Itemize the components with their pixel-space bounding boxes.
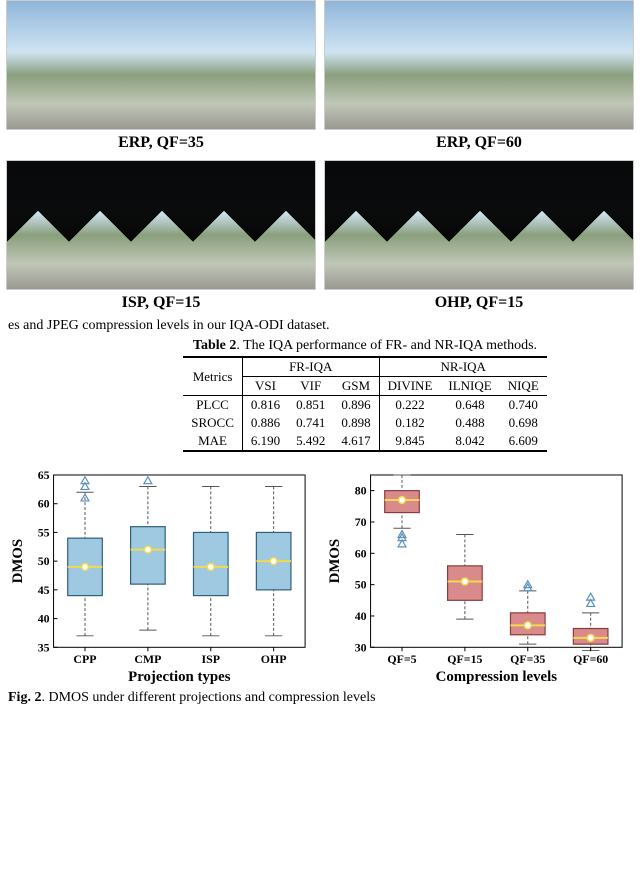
svg-text:70: 70 bbox=[355, 515, 367, 529]
td: 0.896 bbox=[333, 396, 379, 415]
top-image-row: ERP, QF=35 ERP, QF=60 bbox=[0, 0, 640, 152]
svg-text:CPP: CPP bbox=[73, 652, 96, 666]
svg-text:40: 40 bbox=[355, 609, 367, 623]
svg-text:30: 30 bbox=[355, 640, 367, 654]
svg-text:CMP: CMP bbox=[134, 652, 161, 666]
table2-title-rest: . The IQA performance of FR- and NR-IQA … bbox=[236, 338, 537, 353]
image-cell-erp60: ERP, QF=60 bbox=[324, 0, 634, 152]
svg-text:65: 65 bbox=[38, 468, 50, 482]
chart-projection: 35 40 45 50 55 60 65 DMOS Projection types CPP CMP… bbox=[8, 466, 315, 686]
svg-text:55: 55 bbox=[38, 525, 50, 539]
td-metric: PLCC bbox=[183, 396, 242, 415]
th-vif: VIF bbox=[288, 377, 333, 396]
svg-text:QF=5: QF=5 bbox=[387, 652, 416, 666]
td: 6.609 bbox=[500, 432, 547, 451]
td-metric: MAE bbox=[183, 432, 242, 451]
svg-text:Projection types: Projection types bbox=[128, 669, 231, 685]
sample-image-ohp15 bbox=[324, 160, 634, 290]
td: 6.190 bbox=[242, 432, 288, 451]
caption-isp15: ISP, QF=15 bbox=[122, 294, 201, 312]
th-gsm: GSM bbox=[333, 377, 379, 396]
svg-text:DMOS: DMOS bbox=[10, 539, 26, 584]
fig2-label: Fig. 2 bbox=[8, 690, 41, 705]
svg-text:40: 40 bbox=[38, 612, 50, 626]
td: 0.741 bbox=[288, 414, 333, 432]
svg-text:QF=35: QF=35 bbox=[510, 652, 545, 666]
td: 9.845 bbox=[379, 432, 440, 451]
table2-title-num: Table 2 bbox=[193, 338, 236, 353]
chart-compression: 30 40 50 60 70 80 DMOS Compression levels QF=5 QF… bbox=[325, 466, 632, 686]
table-row: MAE 6.190 5.492 4.617 9.845 8.042 6.609 bbox=[183, 432, 547, 451]
svg-text:ISP: ISP bbox=[202, 652, 220, 666]
td: 0.648 bbox=[440, 396, 499, 415]
svg-text:QF=60: QF=60 bbox=[573, 652, 608, 666]
boxplot-compression: 30 40 50 60 70 80 DMOS Compression levels QF=5 QF… bbox=[325, 466, 632, 686]
image-cell-isp15: ISP, QF=15 bbox=[6, 160, 316, 312]
td: 0.851 bbox=[288, 396, 333, 415]
caption-erp60: ERP, QF=60 bbox=[436, 134, 522, 152]
boxplot-projection: 35 40 45 50 55 60 65 DMOS Projection types CPP CMP… bbox=[8, 466, 315, 686]
fig2-text: . DMOS under different projections and c… bbox=[41, 690, 375, 705]
svg-text:45: 45 bbox=[38, 583, 50, 597]
td: 0.182 bbox=[379, 414, 440, 432]
td: 0.898 bbox=[333, 414, 379, 432]
table-row: PLCC 0.816 0.851 0.896 0.222 0.648 0.740 bbox=[183, 396, 547, 415]
page-root: ERP, QF=35 ERP, QF=60 ISP, QF=15 OHP, QF… bbox=[0, 0, 640, 706]
th-vsi: VSI bbox=[242, 377, 288, 396]
td: 0.488 bbox=[440, 414, 499, 432]
svg-text:50: 50 bbox=[355, 578, 367, 592]
fig1-caption-fragment: es and JPEG compression levels in our IQ… bbox=[8, 318, 632, 334]
image-cell-ohp15: OHP, QF=15 bbox=[324, 160, 634, 312]
caption-erp35: ERP, QF=35 bbox=[118, 134, 204, 152]
svg-text:50: 50 bbox=[38, 554, 50, 568]
charts-row: 35 40 45 50 55 60 65 DMOS Projection types CPP CMP… bbox=[0, 460, 640, 686]
image-cell-erp35: ERP, QF=35 bbox=[6, 0, 316, 152]
svg-text:OHP: OHP bbox=[261, 652, 287, 666]
table2-wrap: Table 2. The IQA performance of FR- and … bbox=[98, 338, 632, 452]
table-row: SROCC 0.886 0.741 0.898 0.182 0.488 0.69… bbox=[183, 414, 547, 432]
svg-text:Compression levels: Compression levels bbox=[436, 669, 558, 685]
td: 0.886 bbox=[242, 414, 288, 432]
td: 4.617 bbox=[333, 432, 379, 451]
td: 0.740 bbox=[500, 396, 547, 415]
table2-title: Table 2. The IQA performance of FR- and … bbox=[98, 338, 632, 354]
svg-text:35: 35 bbox=[38, 640, 50, 654]
th-metrics: Metrics bbox=[183, 357, 242, 396]
th-ilniqe: ILNIQE bbox=[440, 377, 499, 396]
table2: Metrics FR-IQA NR-IQA VSI VIF GSM DIVINE… bbox=[183, 356, 547, 452]
td: 0.222 bbox=[379, 396, 440, 415]
sample-image-erp35 bbox=[6, 0, 316, 130]
svg-text:DMOS: DMOS bbox=[327, 539, 343, 584]
bottom-image-row: ISP, QF=15 OHP, QF=15 bbox=[0, 160, 640, 312]
sample-image-erp60 bbox=[324, 0, 634, 130]
svg-text:60: 60 bbox=[355, 546, 367, 560]
th-friqa: FR-IQA bbox=[242, 357, 379, 377]
td: 5.492 bbox=[288, 432, 333, 451]
table-row: Metrics FR-IQA NR-IQA bbox=[183, 357, 547, 377]
caption-ohp15: OHP, QF=15 bbox=[435, 294, 524, 312]
th-divine: DIVINE bbox=[379, 377, 440, 396]
svg-text:80: 80 bbox=[355, 484, 367, 498]
td-metric: SROCC bbox=[183, 414, 242, 432]
fig2-caption: Fig. 2. DMOS under different projections… bbox=[0, 686, 640, 706]
td: 0.698 bbox=[500, 414, 547, 432]
th-niqe: NIQE bbox=[500, 377, 547, 396]
sample-image-isp15 bbox=[6, 160, 316, 290]
td: 0.816 bbox=[242, 396, 288, 415]
svg-text:60: 60 bbox=[38, 497, 50, 511]
td: 8.042 bbox=[440, 432, 499, 451]
svg-text:QF=15: QF=15 bbox=[447, 652, 482, 666]
th-nriqa: NR-IQA bbox=[379, 357, 547, 377]
